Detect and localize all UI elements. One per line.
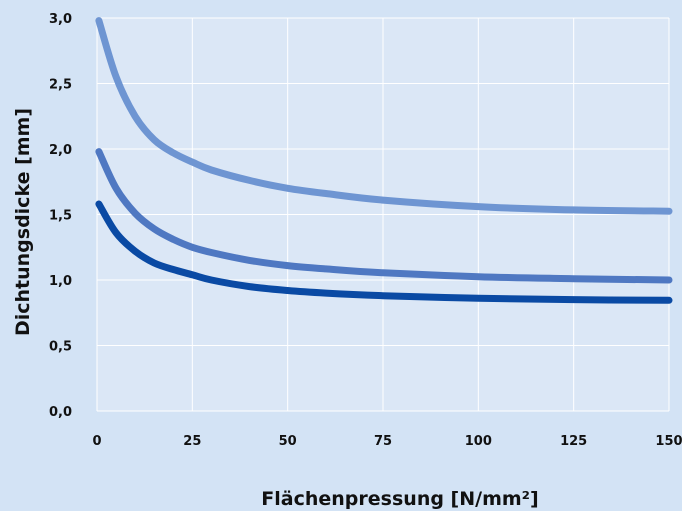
x-tick-label: 150 <box>655 434 682 449</box>
series-line-2 <box>95 148 673 284</box>
x-tick-label: 100 <box>465 434 492 449</box>
y-tick-label: 2,0 <box>49 143 72 158</box>
x-tick-label: 25 <box>183 434 201 449</box>
y-axis-title: Dichtungsdicke [mm] <box>12 108 34 336</box>
y-tick-label: 3,0 <box>49 12 72 27</box>
y-axis-ticks: 0,0 0,5 1,0 1,5 2,0 2,5 3,0 <box>49 12 72 420</box>
x-axis-ticks: 0 25 50 75 100 125 150 <box>92 434 682 449</box>
y-tick-label: 1,0 <box>49 274 72 289</box>
y-tick-label: 0,0 <box>49 405 72 420</box>
y-tick-label: 1,5 <box>49 209 72 224</box>
x-tick-label: 75 <box>374 434 392 449</box>
y-tick-label: 0,5 <box>49 340 72 355</box>
x-tick-label: 50 <box>279 434 297 449</box>
series-line-3 <box>95 200 673 304</box>
y-tick-label: 2,5 <box>49 78 72 93</box>
series-lines <box>95 17 673 304</box>
x-tick-label: 0 <box>92 434 101 449</box>
series-line-1 <box>95 17 673 215</box>
x-tick-label: 125 <box>560 434 587 449</box>
x-axis-title: Flächenpressung [N/mm²] <box>261 488 538 510</box>
